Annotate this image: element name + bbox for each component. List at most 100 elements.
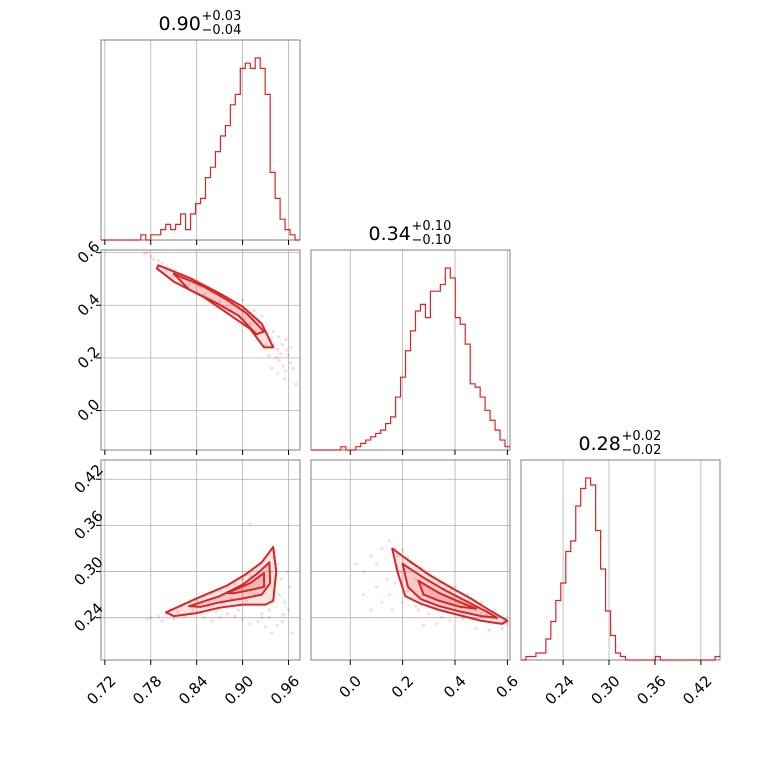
scatter-point <box>191 608 195 612</box>
scatter-point <box>172 617 176 621</box>
scatter-point <box>187 282 191 286</box>
scatter-point <box>270 366 274 371</box>
scatter-point <box>275 623 279 627</box>
scatter-point <box>461 617 465 621</box>
scatter-point <box>267 353 271 357</box>
scatter-point <box>210 619 214 623</box>
scatter-point <box>143 252 147 256</box>
scatter-point <box>175 609 180 614</box>
contour-level-2 <box>172 272 266 336</box>
scatter-point <box>260 616 264 620</box>
scatter-point <box>156 258 161 263</box>
y-tick-label: 0.0 <box>74 395 104 425</box>
scatter-point <box>283 369 288 373</box>
scatter-point <box>256 619 260 624</box>
scatter-point <box>145 251 149 255</box>
scatter-point <box>453 585 457 589</box>
panel-title-minus: −0.04 <box>202 23 242 38</box>
scatter-point <box>294 382 298 386</box>
scatter-point <box>288 585 292 589</box>
y-tick-label: 0.6 <box>74 237 104 267</box>
scatter-point <box>395 554 400 558</box>
scatter-point <box>286 353 291 357</box>
panel-title-plus: +0.03 <box>202 9 242 24</box>
scatter-point <box>244 599 249 603</box>
scatter-point <box>369 554 373 558</box>
scatter-point <box>285 348 289 352</box>
panel-title-1: 0.34 +0.10−0.10 <box>369 219 452 248</box>
scatter-point <box>277 358 281 363</box>
scatter-point <box>387 539 392 543</box>
scatter-point <box>279 352 283 356</box>
scatter-point <box>274 356 278 360</box>
scatter-point <box>225 612 229 616</box>
scatter-point <box>435 622 439 626</box>
scatter-point <box>380 600 384 604</box>
scatter-point <box>267 616 271 620</box>
x-tick-label: 0.36 <box>633 672 669 708</box>
panel-title-plus: +0.10 <box>412 219 452 234</box>
scatter-point <box>160 619 164 623</box>
scatter-point <box>149 616 153 620</box>
panel-title-median: 0.28 <box>579 433 621 455</box>
panel-title-minus: −0.10 <box>412 233 452 248</box>
panel-title-median: 0.34 <box>369 223 411 245</box>
scatter-point <box>466 593 470 597</box>
x-tick-label: 0.24 <box>541 672 577 708</box>
x-tick-label: 0.42 <box>679 672 715 708</box>
panel-title-minus: −0.02 <box>622 443 662 458</box>
contour-level-1 <box>391 547 509 625</box>
scatter-point <box>243 316 247 321</box>
panel-title-2: 0.28 +0.02−0.02 <box>579 429 662 458</box>
scatter-point <box>276 372 280 376</box>
scatter-point <box>276 335 281 339</box>
scatter-point <box>165 264 169 268</box>
scatter-point <box>401 600 405 604</box>
scatter-point <box>280 343 284 347</box>
scatter-point <box>263 343 268 347</box>
histogram-step-line <box>311 267 510 451</box>
scatter-point <box>276 562 280 566</box>
scatter-point <box>271 329 275 334</box>
y-tick-label: 0.4 <box>74 290 104 320</box>
scatter-point <box>374 562 379 566</box>
scatter-point <box>156 614 161 618</box>
histogram-panel-2 <box>520 459 721 661</box>
contour-level-3 <box>417 579 477 610</box>
scatter-point <box>414 577 418 581</box>
scatter-point <box>401 548 405 552</box>
x-tick-label: 0.6 <box>493 672 523 702</box>
x-tick-label: 0.84 <box>175 672 211 708</box>
scatter-point <box>284 337 288 342</box>
scatter-point <box>290 631 294 635</box>
scatter-point <box>448 619 452 623</box>
x-tick-label: 0.4 <box>440 672 470 702</box>
scatter-point <box>374 585 379 589</box>
scatter-point <box>202 616 206 620</box>
scatter-point <box>270 631 274 635</box>
histogram-step-line <box>101 57 300 241</box>
scatter-point <box>263 625 268 629</box>
scatter-point <box>160 261 164 265</box>
scatter-panel-0-2 <box>100 459 301 661</box>
scatter-point <box>479 611 483 615</box>
scatter-point <box>427 612 431 616</box>
scatter-point <box>505 622 509 626</box>
contour-level-1 <box>155 264 275 349</box>
scatter-point <box>406 589 410 593</box>
contour-level-3 <box>226 572 266 595</box>
x-tick-label: 0.90 <box>221 672 257 708</box>
scatter-point <box>291 366 295 371</box>
scatter-point <box>233 614 237 618</box>
scatter-panel-1-2 <box>310 459 511 661</box>
scatter-point <box>281 364 285 368</box>
scatter-point <box>248 622 252 626</box>
panel-title-median: 0.90 <box>159 13 201 35</box>
scatter-point <box>218 299 222 303</box>
scatter-point <box>289 345 293 349</box>
scatter-point <box>214 609 218 614</box>
scatter-point <box>279 577 283 581</box>
scatter-point <box>233 582 237 586</box>
scatter-point <box>416 608 420 612</box>
